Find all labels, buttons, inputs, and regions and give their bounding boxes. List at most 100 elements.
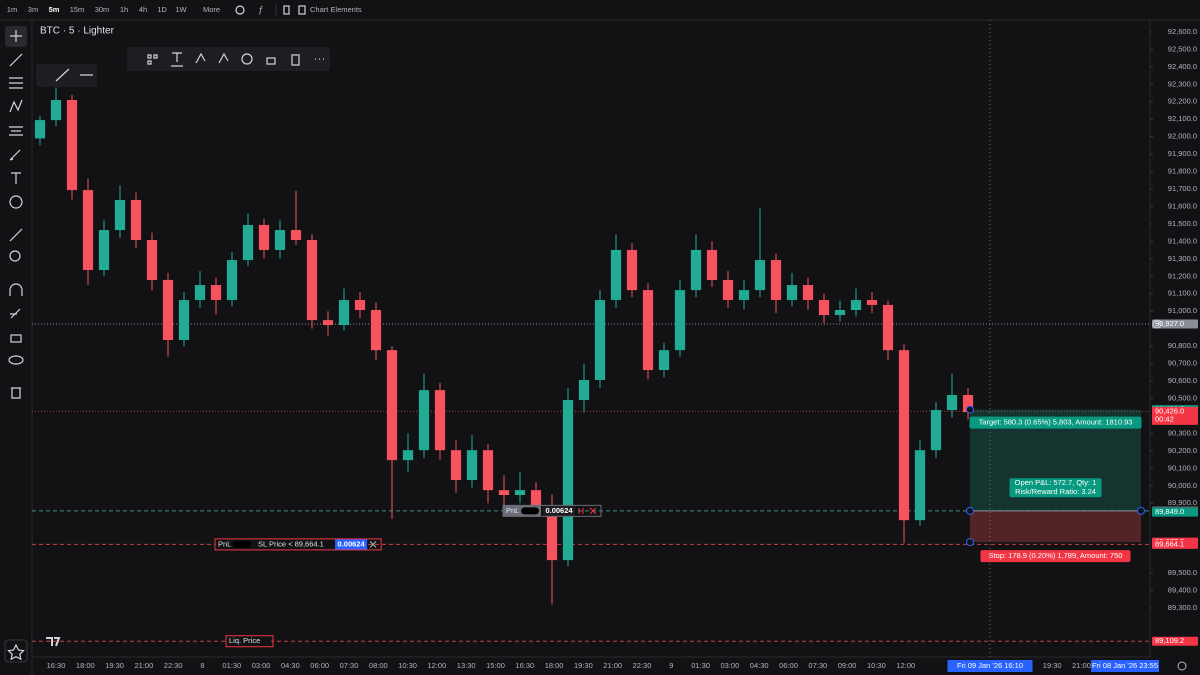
x-tick-label: 18:00	[76, 661, 95, 670]
close-button[interactable]	[589, 507, 597, 515]
drag-handle[interactable]	[966, 405, 974, 414]
order-pnl: PnL ·	[218, 539, 236, 548]
delete-tool[interactable]	[11, 387, 21, 399]
more-button[interactable]: More	[203, 5, 220, 14]
masked-value	[521, 507, 539, 515]
candle-body	[706, 249, 718, 280]
candle-body	[770, 260, 782, 301]
timezone-button[interactable]	[1177, 661, 1187, 671]
add-alert-button[interactable]	[1152, 319, 1162, 329]
order-text-bg	[255, 538, 336, 550]
x-tick-label: 22:30	[633, 661, 652, 670]
lock-icon[interactable]	[266, 57, 276, 65]
x-tick-label: 04:30	[281, 661, 300, 670]
drag-handle[interactable]	[1137, 506, 1145, 515]
order-text: Liq. Price	[229, 636, 260, 645]
y-tick-label: 91,500.0	[1168, 219, 1197, 228]
candle-body	[530, 490, 542, 506]
candle-body	[178, 300, 190, 341]
interval-button[interactable]: 15m	[70, 5, 85, 14]
x-tick-label: 07:30	[340, 661, 359, 670]
candle-body	[610, 249, 622, 301]
line-tool[interactable]	[9, 53, 23, 67]
y-tick-label: 91,100.0	[1168, 289, 1197, 298]
y-tick-label: 91,600.0	[1168, 201, 1197, 210]
price-label-bg	[1152, 319, 1198, 329]
x-tick-label: 19:30	[105, 661, 124, 670]
interval-button[interactable]: 1W	[175, 5, 187, 14]
y-tick-label: 90,300.0	[1168, 428, 1197, 437]
candle-body	[930, 410, 942, 451]
border-icon[interactable]	[218, 52, 229, 64]
order-border	[214, 538, 382, 551]
candle-body	[466, 450, 478, 481]
close-button[interactable]	[369, 541, 377, 548]
zoom-tool[interactable]	[9, 250, 21, 262]
chart-elements-button[interactable]: Chart Elements	[310, 5, 362, 14]
x-tick-label: 10:30	[867, 661, 886, 670]
reverse-button[interactable]	[578, 507, 584, 514]
emoji-tool[interactable]	[9, 195, 23, 209]
fill-icon[interactable]	[195, 52, 206, 64]
interval-button[interactable]: 1D	[157, 5, 167, 14]
favorites-button[interactable]	[4, 639, 28, 663]
candle-body	[226, 260, 238, 301]
text-tool[interactable]	[11, 172, 21, 184]
pattern-tool[interactable]	[9, 99, 23, 113]
template-icon[interactable]	[147, 54, 158, 65]
fx-icon[interactable]: ƒ	[258, 4, 263, 14]
price-label-bg	[1152, 539, 1198, 549]
drag-handle[interactable]	[966, 506, 974, 515]
elements-icon[interactable]	[298, 5, 306, 15]
candle-body	[194, 285, 206, 301]
projection-tool[interactable]	[9, 126, 23, 136]
brush-tool[interactable]	[9, 149, 21, 161]
price-label: 89,664.1	[1155, 539, 1184, 548]
order-pnl: PnL ·	[506, 506, 524, 515]
x-tick-label: 21:00	[135, 661, 154, 670]
interval-button[interactable]: 4h	[139, 5, 147, 14]
drag-handle[interactable]	[966, 538, 974, 547]
candle-body	[722, 279, 734, 301]
candle-body	[850, 300, 862, 310]
magnet-tool[interactable]	[9, 283, 23, 296]
delete-icon[interactable]	[291, 54, 300, 66]
layout-icon[interactable]	[283, 5, 290, 15]
y-tick-label: 89,900.0	[1168, 498, 1197, 507]
candle-body	[370, 309, 382, 351]
price-label: 90,927.0	[1155, 319, 1184, 328]
x-tick-label: 09:00	[838, 661, 857, 670]
price-label-bg	[1152, 507, 1198, 517]
interval-button[interactable]: 1h	[120, 5, 128, 14]
interval-button[interactable]: 30m	[95, 5, 110, 14]
lock-drawings[interactable]	[10, 308, 21, 319]
x-tick-label: 06:00	[310, 661, 329, 670]
order-qty: 0.00624	[338, 539, 366, 548]
line-toolbar-bg	[36, 64, 97, 87]
settings-icon[interactable]	[241, 53, 253, 65]
candle-body	[162, 279, 174, 341]
fib-tool[interactable]	[9, 77, 23, 89]
text-color-icon[interactable]	[171, 52, 183, 67]
ruler-tool[interactable]	[9, 228, 23, 242]
candle-body	[754, 260, 766, 291]
candle-body	[834, 309, 846, 316]
interval-button[interactable]: 1m	[7, 5, 17, 14]
floating-toolbar	[36, 47, 330, 87]
interval-button[interactable]: 3m	[28, 5, 38, 14]
interval-button[interactable]: 5m	[49, 5, 60, 14]
lock-tool[interactable]	[10, 334, 22, 343]
candle-body	[562, 400, 574, 561]
candle-body	[258, 224, 270, 250]
indicator-icon[interactable]	[235, 5, 245, 15]
visibility-tool[interactable]	[8, 355, 24, 365]
y-tick-label: 91,200.0	[1168, 271, 1197, 280]
crosshair-tool[interactable]	[10, 30, 22, 42]
label-bg	[969, 416, 1142, 429]
x-tick-label: 01:30	[222, 661, 241, 670]
candle-body	[34, 120, 46, 139]
line-style-icons[interactable]	[55, 68, 93, 82]
candle-body	[514, 490, 526, 496]
candle-body	[50, 100, 62, 121]
position-label: Stop: 178.9 (0.20%) 1,789, Amount: 750	[989, 551, 1123, 560]
